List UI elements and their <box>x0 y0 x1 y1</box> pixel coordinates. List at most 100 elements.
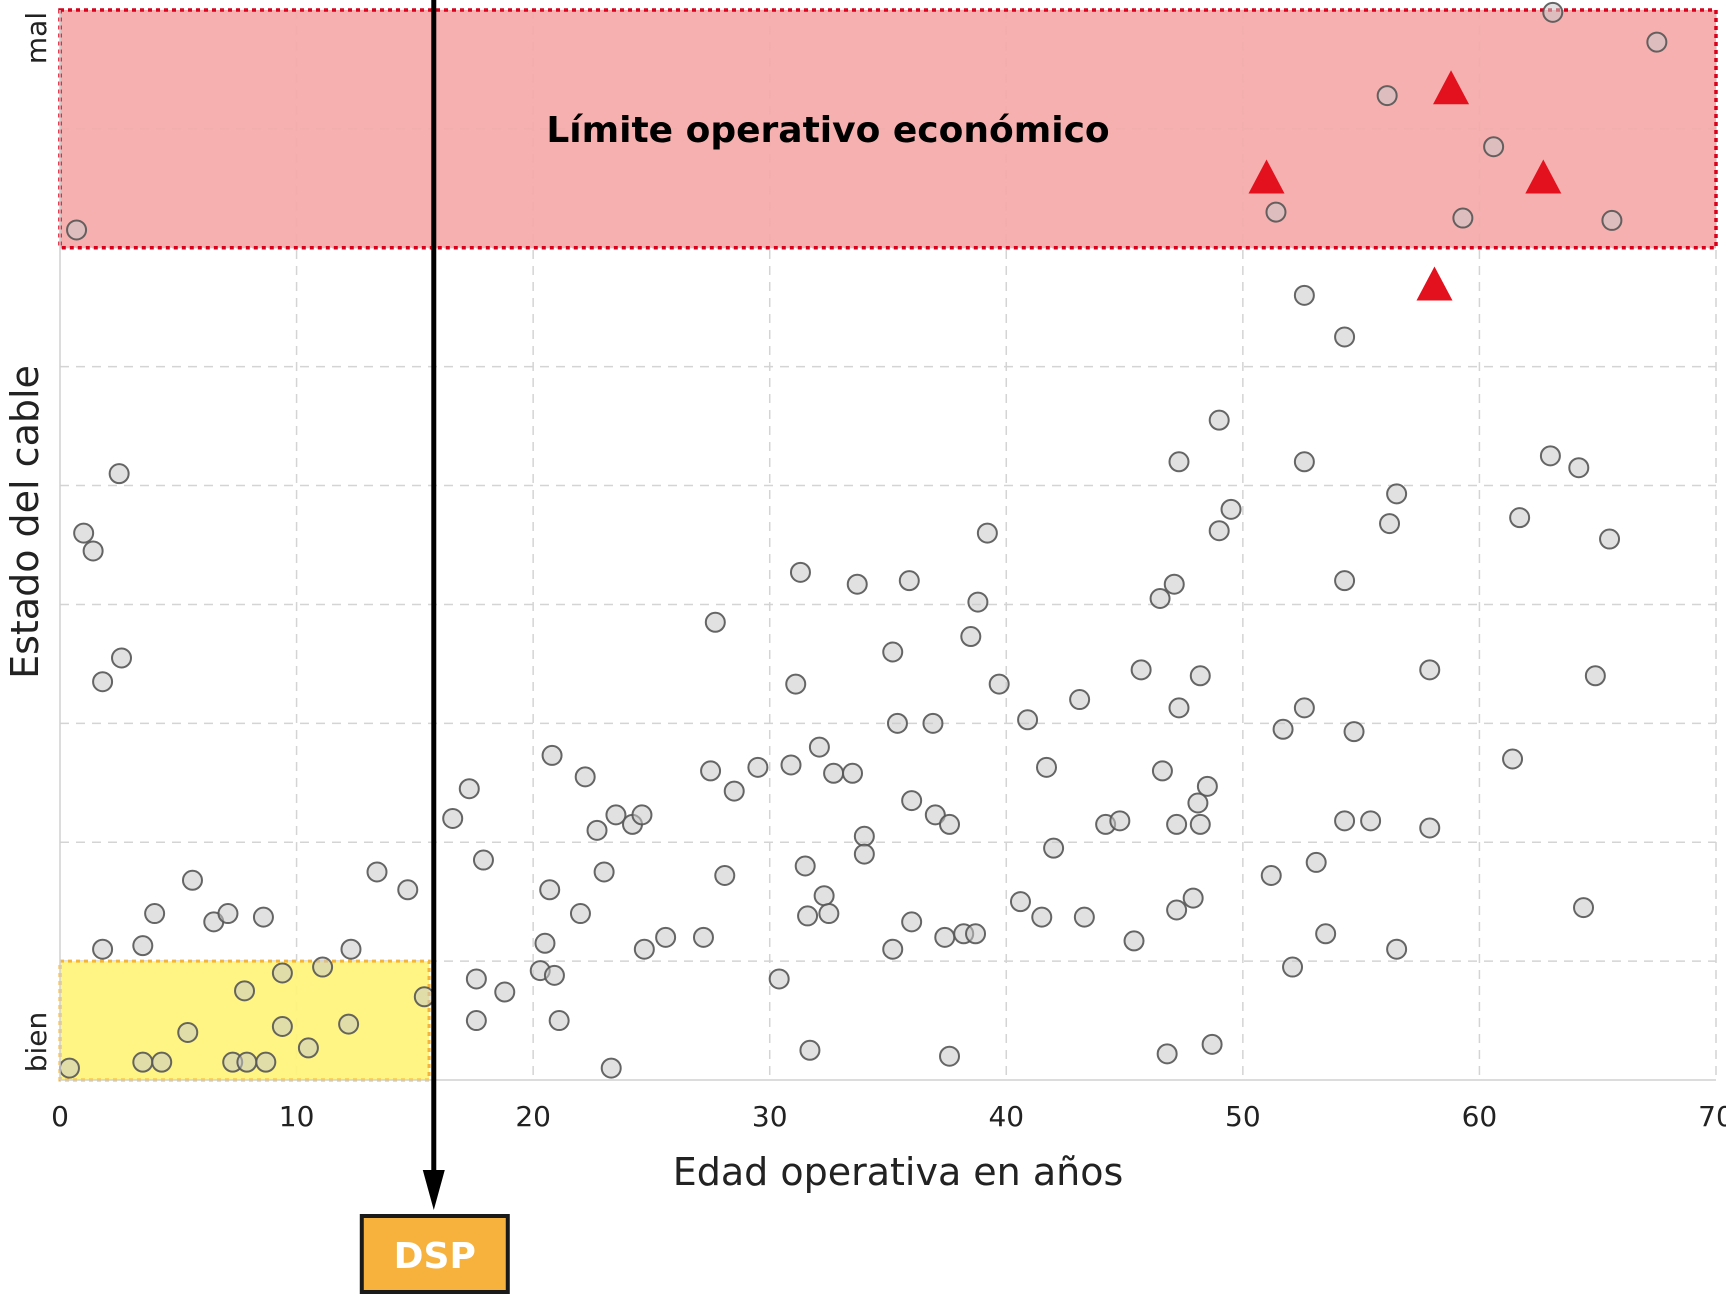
x-tick-label: 60 <box>1462 1100 1498 1133</box>
data-point <box>1208 409 1230 431</box>
data-point <box>898 570 920 592</box>
data-point <box>853 843 875 865</box>
data-point <box>1376 85 1398 107</box>
data-point <box>1187 792 1209 814</box>
data-point <box>1036 756 1058 778</box>
data-point <box>1542 1 1564 23</box>
data-point <box>1156 1043 1178 1065</box>
data-point <box>813 885 835 907</box>
data-point <box>534 932 556 954</box>
x-tick-label: 70 <box>1698 1100 1726 1133</box>
data-point <box>901 911 923 933</box>
data-point <box>271 1016 293 1037</box>
data-point <box>92 671 114 693</box>
data-point <box>747 756 769 778</box>
data-point <box>1539 445 1561 467</box>
data-point <box>1646 31 1668 53</box>
data-point <box>541 744 563 766</box>
data-point <box>853 825 875 847</box>
triangle-point <box>1525 159 1562 194</box>
data-point <box>886 712 908 734</box>
data-points <box>58 1 1668 1079</box>
data-point <box>574 766 596 788</box>
data-point <box>976 522 998 544</box>
data-point <box>882 938 904 960</box>
data-point <box>458 778 480 800</box>
data-point <box>1573 897 1595 919</box>
data-point <box>465 1010 487 1032</box>
data-point <box>768 968 790 990</box>
data-point <box>1599 528 1621 550</box>
dsp-label: DSP <box>394 1236 476 1277</box>
data-point <box>1386 938 1408 960</box>
data-point <box>1189 813 1211 835</box>
data-point <box>92 938 114 960</box>
data-point <box>181 869 203 891</box>
data-point <box>714 865 736 887</box>
data-point <box>366 861 388 883</box>
y-tick-label-top: mal <box>20 12 53 64</box>
data-point <box>1509 507 1531 529</box>
data-point <box>960 626 982 648</box>
data-point <box>58 1057 80 1079</box>
data-point <box>1419 817 1441 839</box>
data-point <box>442 807 464 829</box>
data-point <box>797 905 819 927</box>
data-point <box>1272 718 1294 740</box>
data-point <box>1282 956 1304 978</box>
data-point <box>177 1021 199 1043</box>
data-point <box>818 903 840 925</box>
data-point <box>1196 775 1218 797</box>
data-point <box>1201 1033 1223 1055</box>
data-point <box>1293 284 1315 306</box>
data-point <box>82 540 104 562</box>
data-point <box>1260 865 1282 887</box>
x-tick-label: 20 <box>515 1100 551 1133</box>
data-point <box>66 219 88 241</box>
data-point <box>799 1039 821 1061</box>
data-point <box>600 1057 622 1079</box>
data-point <box>988 673 1010 695</box>
x-tick-label: 30 <box>752 1100 788 1133</box>
data-point <box>1009 891 1031 913</box>
data-point <box>1208 520 1230 542</box>
x-tick-label: 40 <box>988 1100 1024 1133</box>
data-point <box>846 573 868 595</box>
data-point <box>1452 207 1474 229</box>
data-point <box>1130 659 1152 681</box>
data-point <box>73 522 95 544</box>
data-point <box>1379 513 1401 535</box>
data-point <box>1069 689 1091 711</box>
data-point <box>704 611 726 633</box>
data-point <box>823 762 845 784</box>
data-point <box>1043 837 1065 859</box>
data-point <box>901 790 923 812</box>
data-point <box>217 903 239 925</box>
data-point <box>924 804 946 826</box>
data-point <box>1017 709 1039 731</box>
data-point <box>922 712 944 734</box>
data-point <box>1334 326 1356 348</box>
data-point <box>1360 810 1382 832</box>
data-point <box>655 926 677 948</box>
data-point <box>1305 851 1327 873</box>
dsp-box <box>359 1214 510 1294</box>
y-tick-label-bottom: bien <box>20 1012 53 1073</box>
data-point <box>397 879 419 901</box>
data-point <box>882 641 904 663</box>
data-point <box>151 1051 173 1073</box>
data-point <box>338 1013 360 1035</box>
x-tick-labels: 0 10 20 30 40 50 60 70 <box>51 1100 1726 1133</box>
y-axis-title: Estado del cable <box>3 365 47 679</box>
data-point <box>1149 588 1171 609</box>
data-point <box>1182 887 1204 909</box>
data-point <box>340 938 362 960</box>
data-point <box>1293 697 1315 719</box>
data-point <box>1315 923 1337 945</box>
triangle-point <box>1248 159 1285 194</box>
data-point <box>1584 665 1606 687</box>
data-point <box>631 804 653 826</box>
data-point <box>808 736 830 758</box>
data-point <box>789 561 811 583</box>
data-point <box>1123 930 1145 952</box>
